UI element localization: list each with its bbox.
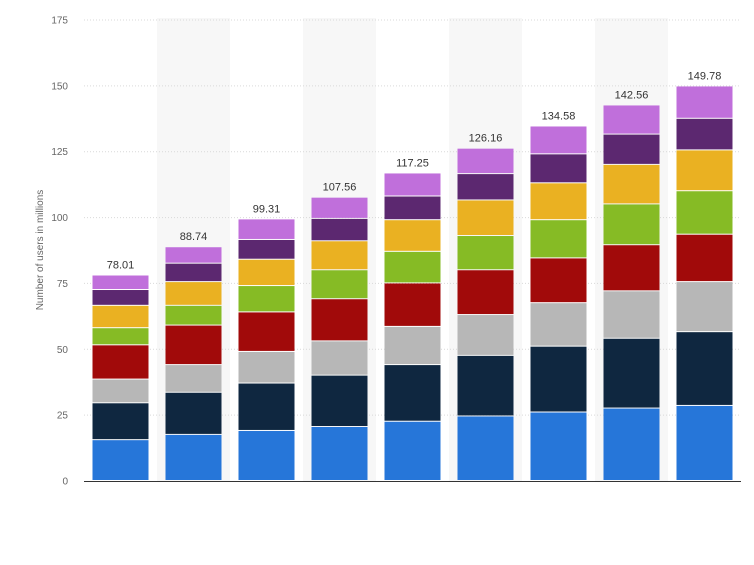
bar-segment (165, 365, 222, 392)
bar-segment (238, 239, 295, 259)
total-label: 78.01 (107, 259, 135, 271)
y-tick-label: 25 (57, 411, 69, 422)
bar-segment (530, 126, 587, 154)
bar-segment (92, 305, 149, 328)
bar-segment (457, 200, 514, 236)
y-tick-label: 0 (62, 477, 68, 488)
total-label: 142.56 (615, 89, 649, 101)
y-axis-ticks: 0 25 50 75 100 125 150 175 (51, 16, 68, 488)
bar-segment (676, 150, 733, 191)
bar-segment (238, 286, 295, 312)
total-label: 134.58 (542, 110, 576, 122)
bar-segment (676, 191, 733, 234)
bar-segment (457, 270, 514, 315)
bar-segment (311, 270, 368, 299)
bar-segment (238, 312, 295, 351)
bar-segment (165, 392, 222, 434)
bar-segment (384, 220, 441, 251)
y-tick-label: 125 (51, 147, 68, 158)
bar-segment (530, 303, 587, 346)
bar-segment (530, 258, 587, 303)
bar-segment (603, 204, 660, 245)
bar-segment (311, 375, 368, 426)
bar-segment (311, 218, 368, 241)
total-label: 149.78 (688, 70, 722, 82)
bar-segment (238, 430, 295, 480)
bar-segment (165, 263, 222, 282)
total-label: 99.31 (253, 203, 281, 215)
bar-segment (384, 251, 441, 283)
bar-segment (92, 379, 149, 403)
total-label: 88.74 (180, 231, 208, 243)
bar-segment (603, 338, 660, 408)
bar-segment (676, 234, 733, 282)
bar-segment (384, 283, 441, 326)
bar-segment (384, 196, 441, 220)
bar-segment (384, 173, 441, 196)
bar-segment (676, 405, 733, 480)
bar-segment (530, 183, 587, 220)
bar-segment (165, 434, 222, 480)
bar-segment (92, 345, 149, 379)
bar-segment (384, 326, 441, 365)
bar-segments (92, 86, 733, 480)
bar-segment (311, 299, 368, 341)
bar-segment (530, 154, 587, 183)
bar-segment (676, 332, 733, 405)
bar-segment (530, 412, 587, 480)
y-tick-label: 50 (57, 345, 69, 356)
bar-segment (676, 118, 733, 150)
bar-segment (457, 355, 514, 416)
y-tick-label: 100 (51, 213, 68, 224)
bar-segment (384, 421, 441, 480)
bar-segment (165, 325, 222, 365)
bar-segment (603, 291, 660, 338)
bar-segment (92, 275, 149, 290)
bar-segment (92, 290, 149, 305)
bar-segment (457, 315, 514, 355)
bar-segment (92, 328, 149, 345)
bar-segment (92, 440, 149, 480)
bar-segment (603, 134, 660, 164)
bar-segment (238, 383, 295, 430)
y-tick-label: 175 (51, 16, 68, 27)
total-label: 117.25 (396, 157, 429, 169)
bar-segment (384, 365, 441, 421)
bar-segment (603, 408, 660, 480)
y-tick-label: 150 (51, 81, 68, 92)
y-tick-label: 75 (57, 279, 69, 290)
bar-segment (311, 341, 368, 375)
bar-segment (457, 174, 514, 200)
bar-segment (311, 426, 368, 480)
bar-segment (238, 351, 295, 383)
bar-segment (165, 305, 222, 325)
bar-segment (457, 416, 514, 480)
bar-segment (238, 259, 295, 286)
y-axis-title: Number of users in millions (35, 190, 46, 311)
bar-segment (311, 241, 368, 270)
bar-segment (603, 245, 660, 291)
bar-segment (530, 346, 587, 412)
bar-segment (457, 148, 514, 174)
bar-segment (165, 247, 222, 263)
data-labels: 78.01 88.74 99.31 107.56 117.25 126.16 134.58 1… (107, 70, 722, 271)
bar-segment (311, 197, 368, 218)
bar-segment (676, 282, 733, 332)
bar-segment (676, 86, 733, 118)
bar-segment (92, 403, 149, 440)
bar-segment (530, 220, 587, 258)
bar-segment (238, 219, 295, 239)
total-label: 126.16 (469, 133, 503, 145)
bar-segment (165, 282, 222, 305)
bar-segment (603, 105, 660, 134)
total-label: 107.56 (323, 182, 357, 194)
bar-segment (457, 236, 514, 270)
bar-segment (603, 164, 660, 204)
